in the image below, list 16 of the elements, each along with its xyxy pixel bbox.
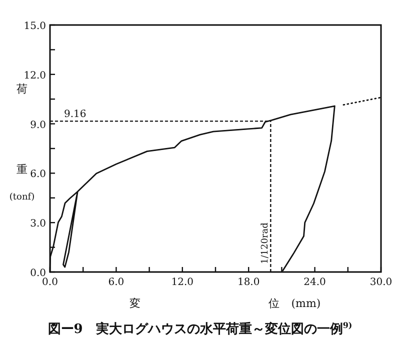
- text: 変 位 (mm): [129, 297, 321, 310]
- y-tick-label: 6.0: [30, 169, 46, 180]
- ref-line-label: 1/120rad: [260, 222, 271, 264]
- y-tick-label: 9.0: [30, 120, 46, 131]
- x-tick-label: 12.0: [171, 277, 194, 288]
- y-tick-label: 15.0: [24, 21, 46, 32]
- x-tick-label: 6.0: [108, 277, 124, 288]
- x-tick-label: 24.0: [304, 277, 326, 288]
- y-tick-label: 3.0: [30, 218, 46, 230]
- x-tick-label: 18.0: [237, 277, 260, 288]
- x-tick-label: 30.0: [370, 277, 392, 288]
- x-tick-label: 0.0: [42, 277, 58, 288]
- text: 図ー9 実大ログハウスの水平荷重～変位図の一例$^{9)}$: [48, 320, 352, 337]
- y-tick-label: 0.0: [30, 268, 46, 279]
- y-tick-label: 12.0: [24, 70, 46, 82]
- ref-line-label: 9.16: [64, 109, 86, 120]
